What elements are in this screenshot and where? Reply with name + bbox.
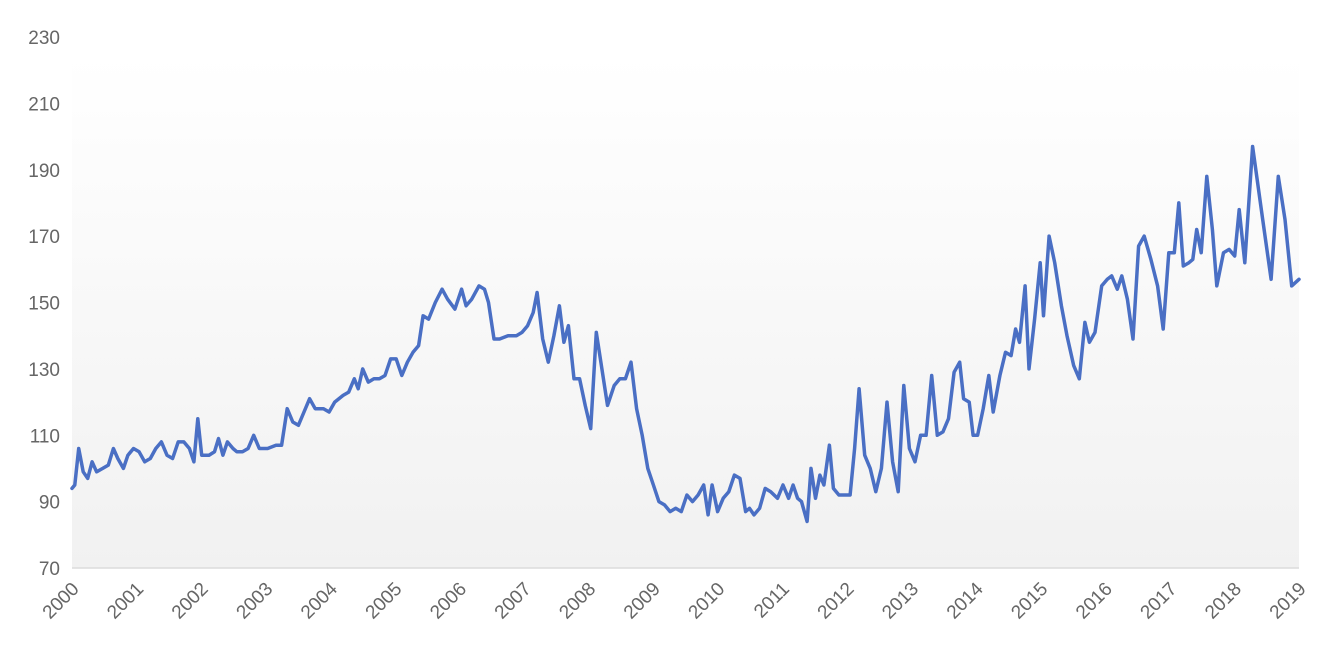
x-tick-label: 2004 [297, 578, 342, 623]
y-tick-label: 130 [28, 360, 60, 381]
x-tick-label: 2000 [39, 579, 84, 624]
x-tick-label: 2005 [362, 579, 407, 624]
x-tick-label: 2013 [878, 579, 923, 624]
x-tick-label: 2009 [620, 579, 665, 624]
x-tick-label: 2012 [814, 579, 859, 624]
x-tick-label: 2017 [1137, 579, 1182, 624]
y-tick-label: 170 [28, 227, 60, 248]
y-tick-label: 210 [28, 94, 60, 115]
series-line [70, 144, 1301, 524]
x-tick-label: 2011 [750, 579, 794, 623]
plot-area [72, 55, 1299, 568]
y-tick-label: 230 [28, 28, 60, 49]
x-tick-label: 2018 [1201, 579, 1246, 624]
x-tick-label: 2002 [168, 579, 213, 624]
x-tick-label: 2006 [426, 579, 471, 624]
y-tick-label: 90 [39, 493, 60, 514]
y-tick-label: 70 [39, 559, 60, 580]
x-tick-label: 2014 [943, 578, 988, 623]
y-tick-label: 190 [28, 161, 60, 182]
x-tick-label: 2003 [233, 579, 278, 624]
x-tick-label: 2010 [685, 579, 730, 624]
y-axis-ticks: 70 90 110 130 150 170 190 210 230 [28, 28, 60, 580]
x-tick-label: 2001 [103, 579, 148, 624]
x-tick-label: 2019 [1266, 579, 1311, 624]
y-tick-label: 150 [28, 294, 60, 315]
x-tick-label: 2015 [1007, 579, 1052, 624]
x-tick-label: 2008 [555, 579, 600, 624]
x-tick-label: 2016 [1072, 579, 1117, 624]
y-tick-label: 110 [30, 426, 60, 447]
x-axis-ticks: 2000 2001 2002 2003 2004 2005 2006 2007 2008 2009… [39, 578, 1311, 623]
x-tick-label: 2007 [491, 579, 536, 624]
